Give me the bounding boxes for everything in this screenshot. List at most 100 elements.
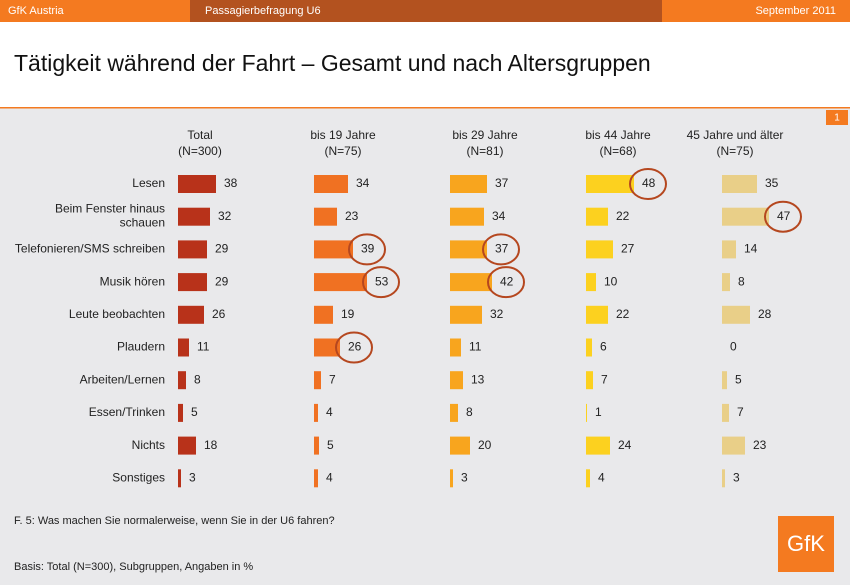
bar xyxy=(722,469,725,488)
value-label: 24 xyxy=(618,438,632,452)
highlight-circle xyxy=(487,266,525,299)
bar xyxy=(314,273,367,292)
category-label: Telefonieren/SMS schreiben xyxy=(15,242,165,256)
bar xyxy=(178,207,210,226)
value-label: 5 xyxy=(735,372,742,386)
highlight-circle xyxy=(764,200,802,233)
bar xyxy=(586,469,590,488)
bar xyxy=(314,469,318,488)
value-label: 4 xyxy=(326,470,333,484)
value-label: 10 xyxy=(604,274,618,288)
series-name: bis 44 Jahre xyxy=(585,128,651,142)
value-label: 8 xyxy=(738,274,745,288)
value-label: 4 xyxy=(326,405,333,419)
value-label: 3 xyxy=(733,470,740,484)
bar xyxy=(450,403,458,422)
value-label: 7 xyxy=(329,372,336,386)
bar xyxy=(178,403,183,422)
bar xyxy=(722,273,730,292)
logo xyxy=(778,516,834,572)
series-subtitle: (N=68) xyxy=(599,144,636,158)
bar xyxy=(314,403,318,422)
value-label: 28 xyxy=(758,307,772,321)
header-right: September 2011 xyxy=(755,5,836,17)
bar xyxy=(722,240,736,259)
bar xyxy=(178,371,186,390)
bar xyxy=(722,371,727,390)
bar xyxy=(586,371,593,390)
value-label: 3 xyxy=(461,470,468,484)
bar xyxy=(586,305,608,324)
value-label: 47 xyxy=(777,209,791,223)
value-label: 13 xyxy=(471,372,485,386)
value-label: 19 xyxy=(341,307,355,321)
value-label: 7 xyxy=(601,372,608,386)
bar xyxy=(314,240,353,259)
category-label: Plaudern xyxy=(117,340,165,354)
bar xyxy=(586,175,634,193)
content-bg xyxy=(0,108,850,585)
basis: Basis: Total (N=300), Subgruppen, Angabe… xyxy=(14,561,253,573)
bar xyxy=(314,338,340,357)
category-label: Essen/Trinken xyxy=(89,405,165,419)
value-label: 0 xyxy=(730,340,737,354)
value-label: 23 xyxy=(753,438,767,452)
value-label: 29 xyxy=(215,274,229,288)
bar xyxy=(178,273,207,292)
bar xyxy=(178,436,196,455)
bar xyxy=(722,403,729,422)
category-label: Lesen xyxy=(132,176,165,190)
bar xyxy=(586,436,610,455)
bar xyxy=(314,305,333,324)
bar xyxy=(586,240,613,259)
question: F. 5: Was machen Sie normalerweise, wenn… xyxy=(14,515,335,527)
highlight-circle xyxy=(362,266,400,299)
bar xyxy=(450,436,470,455)
chart-title: Tätigkeit während der Fahrt – Gesamt und… xyxy=(14,50,651,76)
bar xyxy=(178,469,181,488)
value-label: 32 xyxy=(490,307,504,321)
value-label: 26 xyxy=(348,340,362,354)
category-label: Sonstiges xyxy=(112,470,165,484)
bar xyxy=(450,469,453,488)
bar xyxy=(722,436,745,455)
series-subtitle: (N=81) xyxy=(466,144,503,158)
bar xyxy=(178,175,216,193)
bar xyxy=(450,240,487,259)
value-label: 8 xyxy=(466,405,473,419)
value-label: 14 xyxy=(744,242,758,256)
value-label: 11 xyxy=(197,340,210,354)
bar xyxy=(314,207,337,226)
bar xyxy=(178,338,189,357)
category-label: Beim Fenster hinaus schauen xyxy=(55,202,165,230)
value-label: 5 xyxy=(191,405,198,419)
bar xyxy=(586,338,592,357)
header-left: GfK Austria xyxy=(8,5,65,17)
value-label: 22 xyxy=(616,209,630,223)
value-label: 48 xyxy=(642,176,656,190)
bar xyxy=(450,338,461,357)
bar xyxy=(450,273,492,292)
highlight-circle xyxy=(482,233,520,266)
bar xyxy=(178,240,207,259)
value-label: 11 xyxy=(469,340,482,354)
bar xyxy=(722,175,757,193)
series-name: bis 19 Jahre xyxy=(310,128,376,142)
value-label: 42 xyxy=(500,274,514,288)
value-label: 5 xyxy=(327,438,334,452)
value-label: 34 xyxy=(492,209,506,223)
category-label: Arbeiten/Lernen xyxy=(80,372,165,386)
value-label: 39 xyxy=(361,242,375,256)
top-bar-middle xyxy=(190,0,662,22)
bar xyxy=(722,305,750,324)
series-name: bis 29 Jahre xyxy=(452,128,518,142)
category-label: Leute beobachten xyxy=(69,307,165,321)
divider xyxy=(0,107,850,109)
value-label: 26 xyxy=(212,307,226,321)
value-label: 27 xyxy=(621,242,635,256)
bar xyxy=(314,436,319,455)
bar xyxy=(314,371,321,390)
value-label: 53 xyxy=(375,274,389,288)
highlight-circle xyxy=(335,331,373,364)
